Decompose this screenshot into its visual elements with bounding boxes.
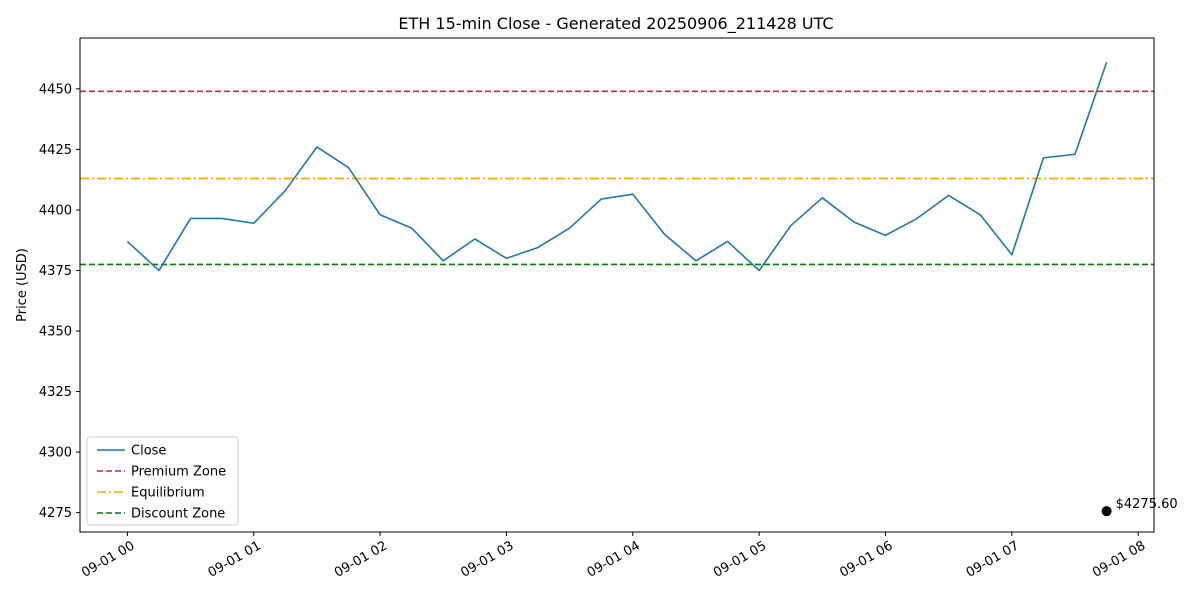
y-tick-label: 4325: [39, 385, 72, 400]
x-tick-label: 09-01 04: [585, 538, 643, 580]
plot-frame: [79, 37, 1155, 533]
y-tick-label: 4425: [39, 143, 72, 158]
series-layer: [126, 61, 1108, 272]
y-tick-label: 4450: [39, 82, 72, 97]
x-tick-label: 09-01 07: [964, 538, 1022, 580]
x-tick-label: 09-01 06: [837, 538, 895, 580]
legend-label: Close: [131, 444, 166, 459]
x-tick-label: 09-01 08: [1090, 538, 1148, 580]
y-tick-label: 4375: [39, 264, 72, 279]
y-tick-label: 4275: [39, 506, 72, 521]
legend-label: Equilibrium: [131, 486, 205, 501]
legend-box: [86, 436, 239, 526]
last-price-marker: [1101, 506, 1112, 517]
x-tick-label: 09-01 05: [711, 538, 769, 580]
x-tick-label: 09-01 02: [332, 538, 390, 580]
series-line-close: [126, 61, 1108, 272]
reference-lines: [80, 90, 1154, 266]
x-tick-label: 09-01 03: [458, 538, 516, 580]
x-tick-label: 09-01 00: [79, 538, 137, 580]
y-tick-label: 4400: [39, 203, 72, 218]
chart-title: ETH 15-min Close - Generated 20250906_21…: [398, 14, 833, 34]
y-tick-label: 4350: [39, 325, 72, 340]
x-tick-label: 09-01 01: [206, 538, 264, 580]
marker-layer: $4275.60: [1101, 497, 1178, 517]
y-axis-label: Price (USD): [15, 248, 30, 322]
legend-label: Discount Zone: [131, 507, 225, 522]
legend-label: Premium Zone: [131, 465, 226, 480]
last-price-annotation: $4275.60: [1116, 497, 1178, 512]
y-tick-label: 4300: [39, 446, 72, 461]
legend: Close Premium Zone Equilibrium Discount Zon…: [86, 436, 239, 526]
